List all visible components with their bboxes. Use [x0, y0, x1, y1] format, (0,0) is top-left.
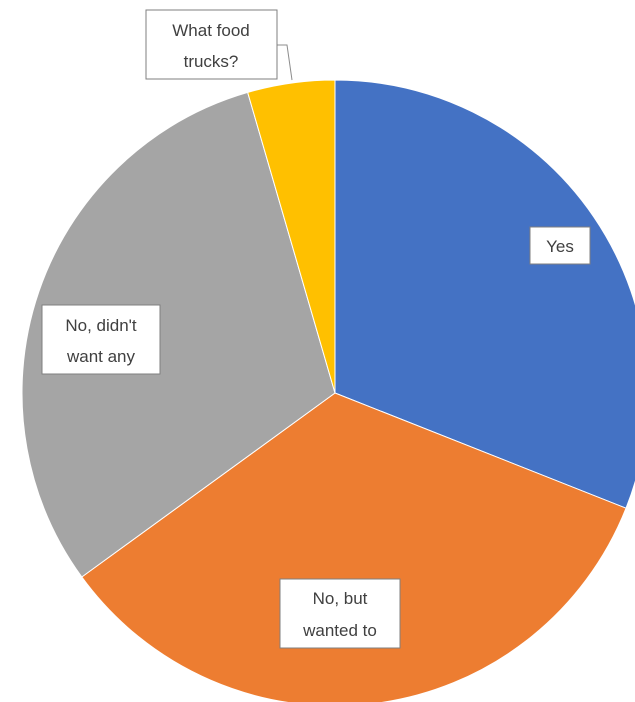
- pie-slice-what-food-trucks: [247, 79, 336, 394]
- pie-slice-no-didn-t-want-any: [21, 91, 336, 578]
- data-label-what-food-trucks: What food trucks?: [145, 9, 278, 80]
- data-label-no-didnt-want-any-line1: No, didn't: [65, 316, 137, 335]
- data-label-what-food-trucks-line2: trucks?: [184, 52, 239, 71]
- leader-line-what-food-trucks: [277, 44, 293, 81]
- data-label-no-but-wanted-to: No, but wanted to: [279, 578, 401, 649]
- data-label-no-but-wanted-to-box: [279, 578, 401, 649]
- data-label-no-didnt-want-any-box: [41, 304, 161, 375]
- data-label-no-didnt-want-any-line2: want any: [66, 347, 136, 366]
- pie-slice-no-but-wanted-to: [81, 392, 627, 702]
- data-label-no-but-wanted-to-line1: No, but: [313, 589, 368, 608]
- data-label-no-didnt-want-any: No, didn't want any: [41, 304, 161, 375]
- data-label-what-food-trucks-line1: What food: [172, 21, 250, 40]
- data-label-what-food-trucks-box: [145, 9, 278, 80]
- data-label-yes: Yes: [529, 226, 591, 265]
- data-label-yes-text: Yes: [546, 237, 574, 256]
- data-label-no-but-wanted-to-line2: wanted to: [302, 621, 377, 640]
- data-label-yes-box: [529, 226, 591, 265]
- pie-slice-yes: [334, 79, 635, 509]
- pie-slices: [21, 79, 635, 702]
